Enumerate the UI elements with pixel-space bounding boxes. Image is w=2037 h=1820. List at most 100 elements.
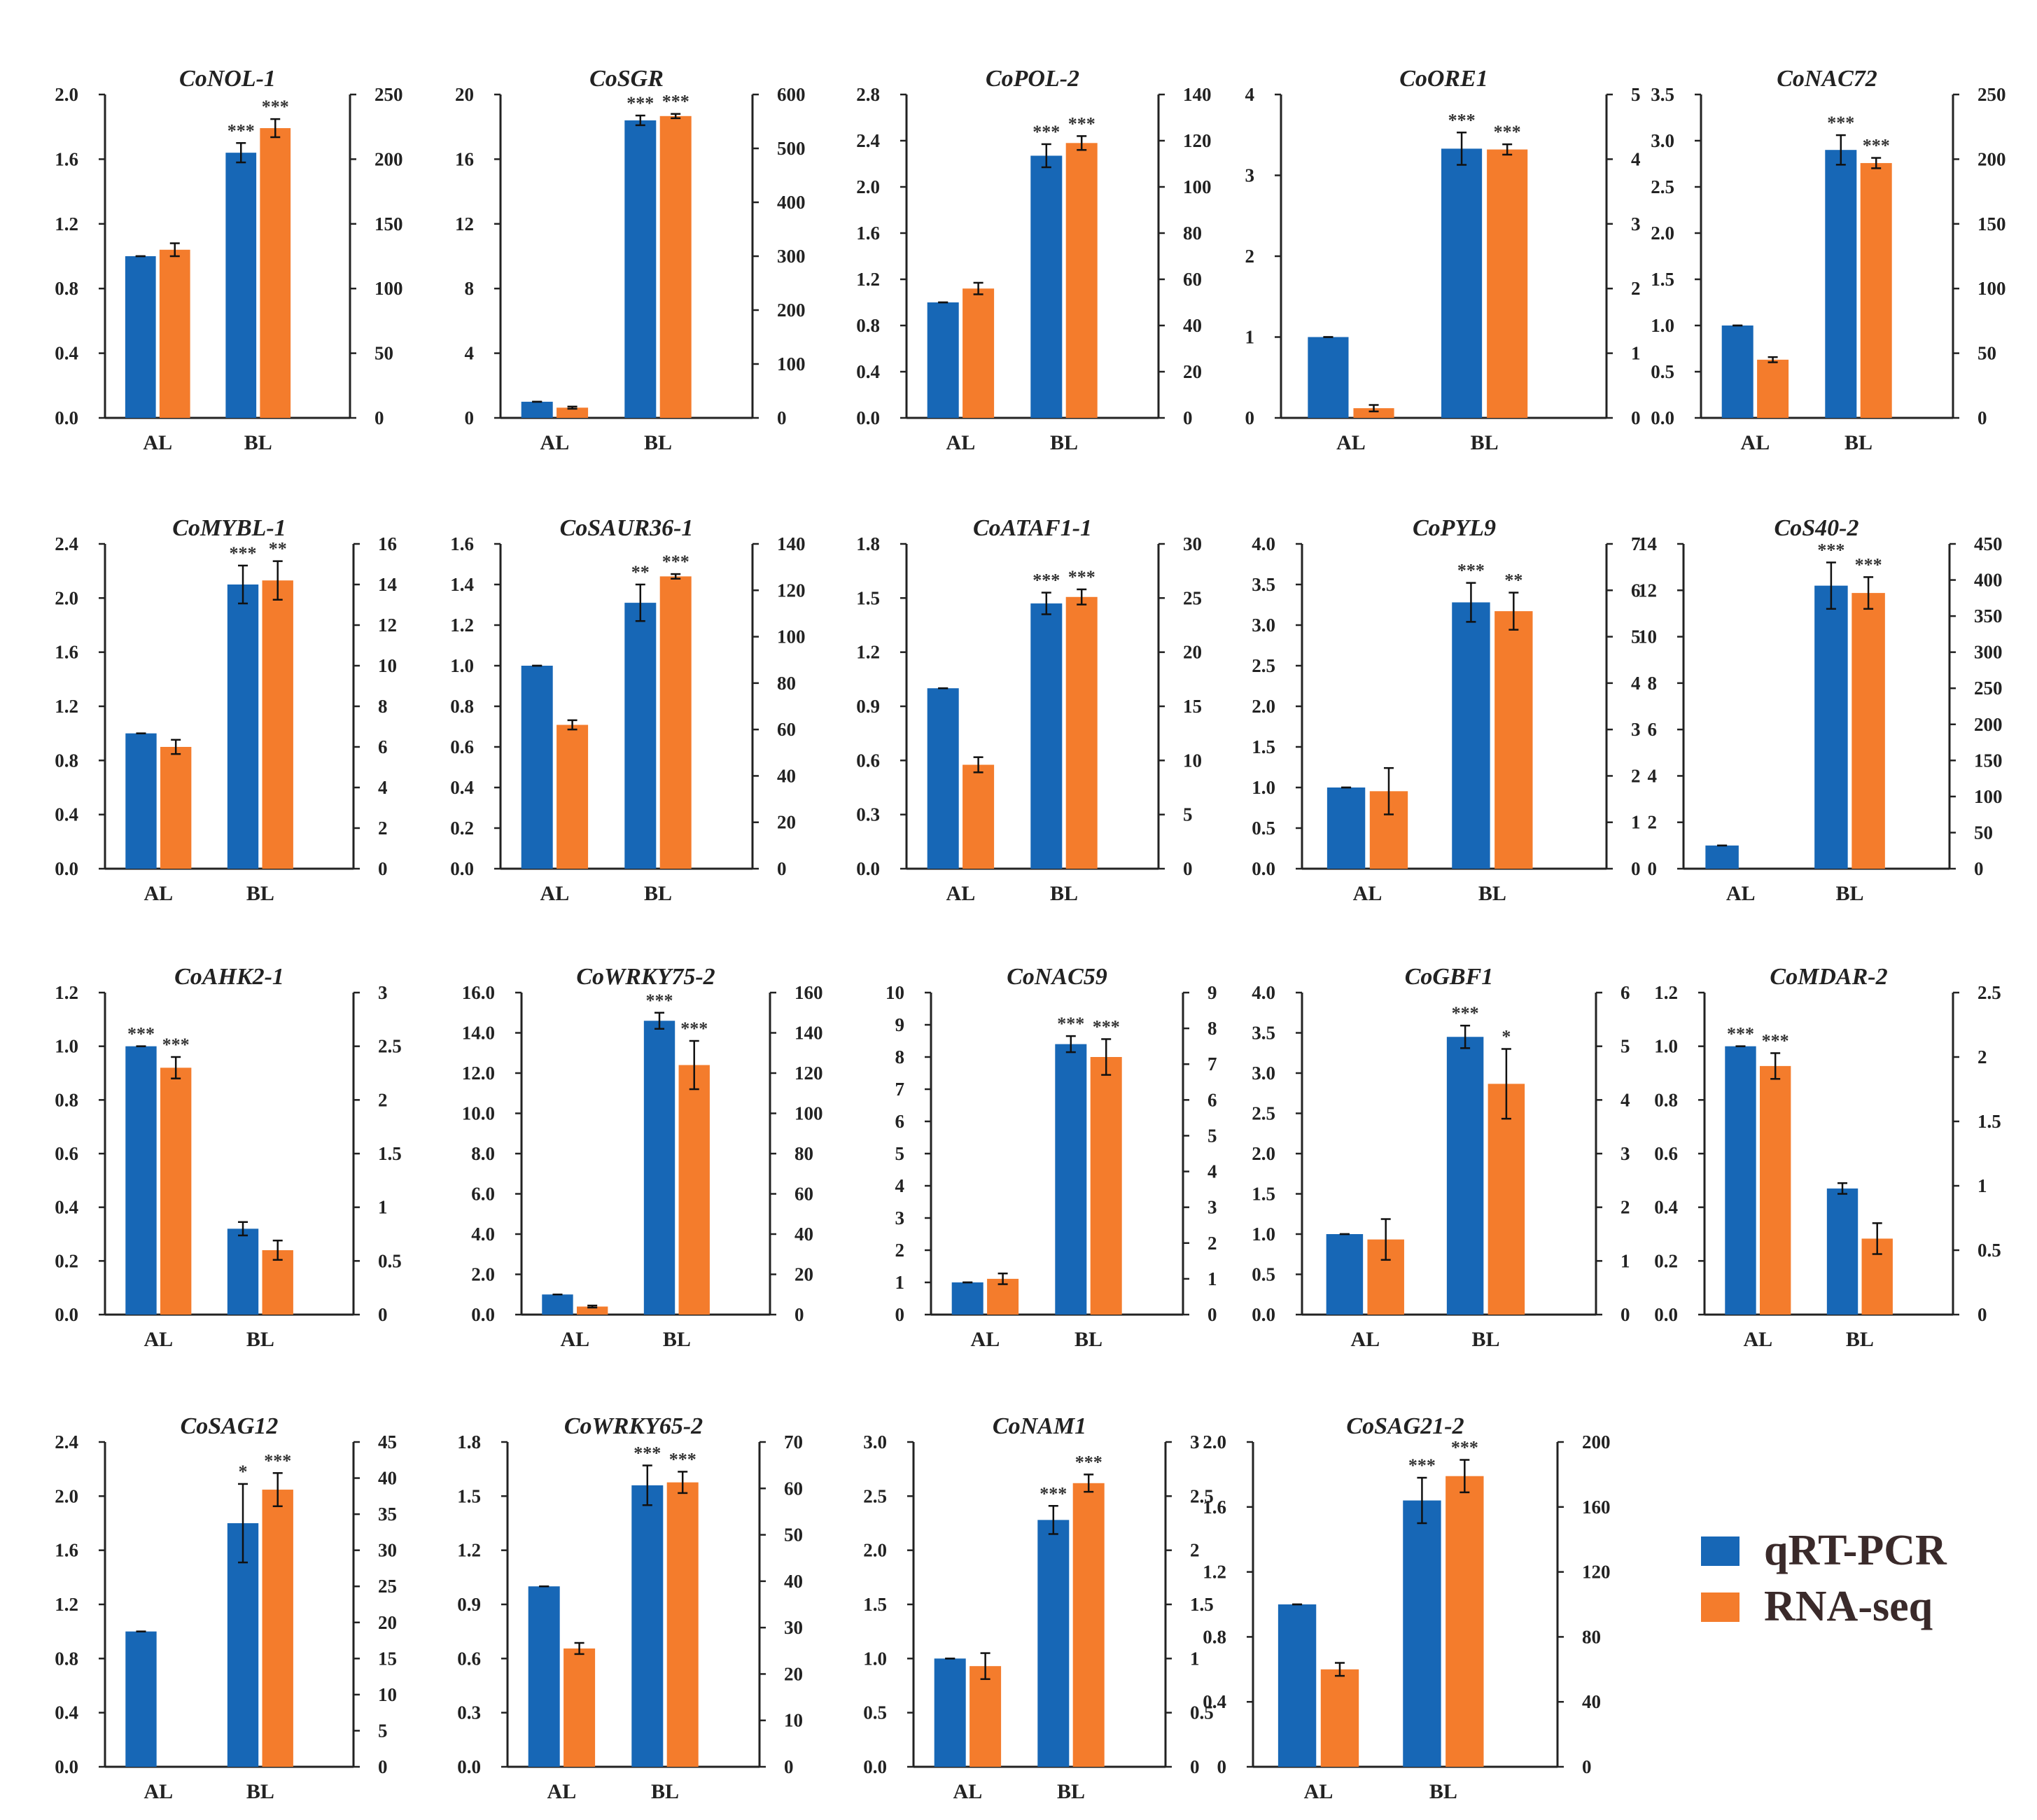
left-tick-label: 0.8 xyxy=(1654,1089,1678,1110)
significance-label: *** xyxy=(262,97,289,117)
chart-title: CoSAG12 xyxy=(181,1413,279,1439)
category-label: AL xyxy=(144,882,173,905)
significance-label: *** xyxy=(626,93,654,113)
left-tick-label: 1.0 xyxy=(1654,1036,1678,1057)
chart-panel: CoS40-2 0 2 4 6 8 10 12 14 0 50 100 150 200 250 300 350 4… xyxy=(1638,515,2003,905)
bar xyxy=(159,249,190,418)
bar xyxy=(260,128,291,418)
right-tick-label: 40 xyxy=(378,1468,397,1489)
right-tick-label: 200 xyxy=(374,148,403,169)
right-tick-label: 20 xyxy=(378,1612,397,1633)
category-label: BL xyxy=(1074,1328,1102,1351)
left-tick-label: 0 xyxy=(895,1304,905,1325)
chart-title: CoATAF1-1 xyxy=(973,515,1092,541)
right-tick-label: 0 xyxy=(1974,858,1984,879)
chart-title: CoSAUR36-1 xyxy=(560,515,694,541)
chart-panel: CoNOL-1 0.0 0.4 0.8 1.2 1.6 2.0 0 50 100 150 200 250… xyxy=(55,66,402,454)
left-tick-label: 2.0 xyxy=(471,1264,495,1285)
left-tick-label: 2.8 xyxy=(856,84,880,105)
right-tick-label: 120 xyxy=(1183,130,1212,151)
right-tick-label: 14 xyxy=(378,574,397,595)
bar xyxy=(934,1658,966,1767)
bar xyxy=(1721,326,1754,418)
bar xyxy=(1065,143,1098,419)
left-tick-label: 1.6 xyxy=(55,642,78,663)
significance-label: *** xyxy=(264,1450,291,1471)
right-tick-label: 500 xyxy=(777,138,806,159)
left-tick-label: 0.4 xyxy=(856,361,880,382)
legend-swatch xyxy=(1701,1536,1740,1566)
left-tick-label: 1.5 xyxy=(1252,736,1275,757)
left-tick-label: 14 xyxy=(1638,533,1657,554)
left-tick-label: 3.5 xyxy=(1651,84,1674,105)
bar xyxy=(556,407,589,418)
bar xyxy=(631,1485,664,1767)
right-tick-label: 3 xyxy=(1631,214,1641,234)
significance-label: *** xyxy=(1762,1030,1789,1051)
left-tick-label: 0.0 xyxy=(856,858,880,879)
category-label: BL xyxy=(1429,1780,1457,1803)
right-tick-label: 60 xyxy=(784,1478,803,1499)
right-tick-label: 120 xyxy=(1582,1562,1611,1583)
bar xyxy=(1757,359,1789,418)
significance-label: * xyxy=(239,1462,248,1482)
right-tick-label: 5 xyxy=(1208,1125,1217,1146)
bar xyxy=(125,1631,157,1767)
left-tick-label: 8 xyxy=(895,1046,905,1068)
right-tick-label: 2.5 xyxy=(1190,1485,1214,1506)
right-tick-label: 30 xyxy=(784,1617,803,1638)
right-tick-label: 4 xyxy=(378,777,388,798)
right-tick-label: 100 xyxy=(777,626,806,648)
left-tick-label: 2.4 xyxy=(55,533,78,554)
bar xyxy=(1326,1234,1364,1315)
right-tick-label: 160 xyxy=(794,982,823,1003)
right-tick-label: 300 xyxy=(1974,642,2003,663)
right-tick-label: 50 xyxy=(374,343,393,364)
right-tick-label: 1 xyxy=(1631,812,1641,833)
left-tick-label: 2.0 xyxy=(1203,1432,1226,1452)
right-tick-label: 0 xyxy=(378,1756,388,1777)
significance-label: *** xyxy=(1817,540,1844,561)
category-label: BL xyxy=(1478,882,1506,905)
category-label: AL xyxy=(1350,1328,1380,1351)
significance-label: * xyxy=(1502,1027,1511,1047)
significance-label: *** xyxy=(646,990,673,1011)
left-tick-label: 0.2 xyxy=(450,818,474,839)
right-tick-label: 40 xyxy=(777,765,796,786)
category-label: AL xyxy=(144,1328,173,1351)
right-tick-label: 140 xyxy=(777,533,806,554)
bar xyxy=(1308,337,1349,418)
bar xyxy=(1446,1037,1484,1315)
left-tick-label: 0.4 xyxy=(55,804,78,825)
left-tick-label: 1.2 xyxy=(1654,982,1678,1003)
bar xyxy=(225,153,257,418)
chart-title: CoWRKY75-2 xyxy=(576,964,715,990)
bar xyxy=(227,1228,259,1315)
right-tick-label: 2.5 xyxy=(1977,982,2001,1003)
significance-label: *** xyxy=(662,92,690,112)
left-tick-label: 3.5 xyxy=(1252,1023,1275,1044)
left-tick-label: 0.5 xyxy=(1252,1264,1275,1285)
bar xyxy=(1826,1188,1858,1315)
bar xyxy=(969,1666,1002,1767)
left-tick-label: 1 xyxy=(1245,327,1255,348)
left-tick-label: 0.8 xyxy=(450,696,474,717)
bar xyxy=(1860,162,1892,418)
bar xyxy=(1725,1046,1756,1315)
bar xyxy=(1030,155,1063,418)
left-tick-label: 4.0 xyxy=(471,1224,495,1245)
left-tick-label: 0.0 xyxy=(1252,858,1275,879)
right-tick-label: 450 xyxy=(1974,533,2003,554)
right-tick-label: 1 xyxy=(1977,1175,1987,1196)
left-tick-label: 0.2 xyxy=(55,1250,78,1271)
left-tick-label: 2.5 xyxy=(1252,1103,1275,1124)
category-label: BL xyxy=(246,1780,274,1803)
left-tick-label: 1.6 xyxy=(856,223,880,244)
right-tick-label: 140 xyxy=(794,1023,823,1044)
bar xyxy=(624,603,657,869)
left-tick-label: 2 xyxy=(1648,812,1658,833)
right-tick-label: 2 xyxy=(1631,765,1641,786)
chart-title: CoNOL-1 xyxy=(179,66,276,92)
bar xyxy=(1759,1065,1791,1315)
left-tick-label: 0.0 xyxy=(55,858,78,879)
